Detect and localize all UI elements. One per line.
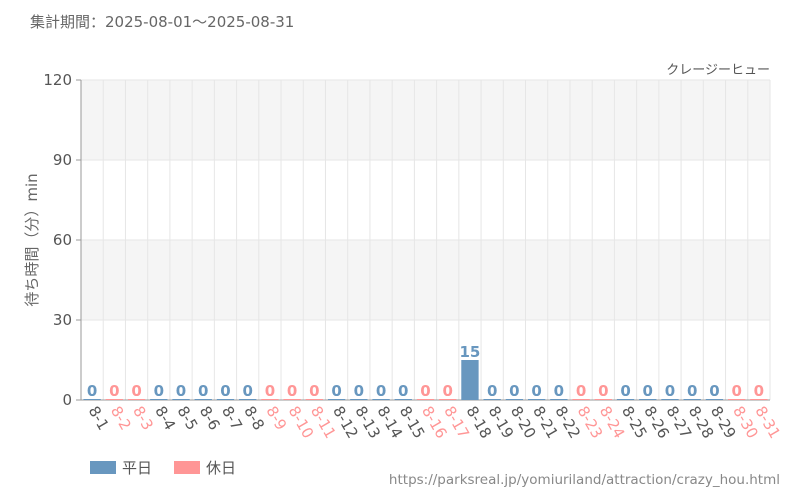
data-label: 0 [176,382,186,400]
bar [283,399,301,400]
bar [372,399,390,400]
bar [572,399,590,400]
y-axis-title: 待ち時間（分）min [23,173,41,306]
bar [305,399,324,400]
data-label: 0 [643,382,653,400]
data-label: 0 [598,382,608,400]
bar [172,399,190,400]
bar [550,399,568,400]
data-label: 0 [309,382,319,400]
data-label: 0 [554,382,564,400]
bar [127,399,146,400]
x-tick-label: 8-4 [151,403,179,433]
data-label: 0 [687,382,697,400]
bar [527,399,546,400]
data-label: 0 [242,382,252,400]
legend-weekday: 平日 [90,457,152,478]
y-tick-label: 0 [62,391,72,409]
x-tick-label: 8-5 [174,403,202,433]
bar [594,399,612,400]
x-tick-label: 8-1 [85,403,113,433]
data-label: 0 [531,382,541,400]
legend-weekday-swatch [90,461,116,474]
data-label: 0 [398,382,408,400]
bar [461,360,479,400]
plot-band [81,240,770,320]
bar [661,399,679,400]
x-tick-label: 8-2 [107,403,135,433]
data-label: 0 [198,382,208,400]
x-tick-label: 8-8 [240,403,268,433]
bar [105,399,124,400]
data-label: 0 [487,382,497,400]
data-label: 0 [220,382,230,400]
x-axis-ticks: 8-18-28-38-48-58-68-78-88-98-108-118-128… [85,403,784,441]
bar [683,399,701,400]
y-tick-label: 30 [53,311,72,329]
y-tick-label: 90 [53,151,72,169]
x-tick-label: 8-7 [218,403,246,433]
y-tick-label: 60 [53,231,72,249]
data-label: 0 [376,382,386,400]
plot-bands [81,80,770,320]
x-tick-label: 8-9 [262,403,290,433]
plot-band [81,80,770,160]
legend-holiday-label: 休日 [206,459,237,477]
data-label: 0 [131,382,141,400]
bar [327,399,346,400]
legend-holiday-swatch [174,461,201,474]
bars [83,360,768,400]
y-axis-ticks: 0 30 60 90 120 [43,71,81,409]
data-label: 0 [265,382,275,400]
bar [483,399,501,400]
bar [750,399,768,400]
bar [150,399,168,400]
data-label: 0 [731,382,741,400]
legend-holiday: 休日 [174,457,236,478]
bar [705,399,724,400]
source-url: https://parksreal.jp/yomiuriland/attract… [388,472,780,488]
data-label: 0 [331,382,341,400]
bar [83,399,101,400]
data-label: 0 [154,382,164,400]
bar [216,399,235,400]
bar [639,399,657,400]
data-label: 0 [354,382,364,400]
data-label: 0 [576,382,586,400]
data-label: 0 [87,382,97,400]
data-label: 15 [460,343,481,361]
bar [350,399,368,400]
data-label: 0 [665,382,675,400]
legend-weekday-label: 平日 [122,459,153,477]
data-label: 0 [287,382,297,400]
data-label: 0 [420,382,430,400]
chart-title: クレージーヒュー [666,63,770,78]
data-label: 0 [443,382,453,400]
data-label: 0 [620,382,630,400]
bar [394,399,412,400]
data-label: 0 [509,382,519,400]
data-label: 0 [754,382,764,400]
x-tick-label: 8-6 [196,403,224,433]
data-label: 0 [709,382,719,400]
x-tick-label: 8-3 [129,403,157,433]
bar [261,399,279,400]
collection-period: 集計期間：2025-08-01～2025-08-31 [30,13,295,31]
bar [505,399,524,400]
bar [616,399,635,400]
legend: 平日 休日 [90,457,258,478]
bar [194,399,212,400]
bar [239,399,257,400]
bar [439,399,457,400]
y-tick-label: 120 [43,71,72,89]
bar [727,399,746,400]
data-label: 0 [109,382,119,400]
bar [416,399,435,400]
